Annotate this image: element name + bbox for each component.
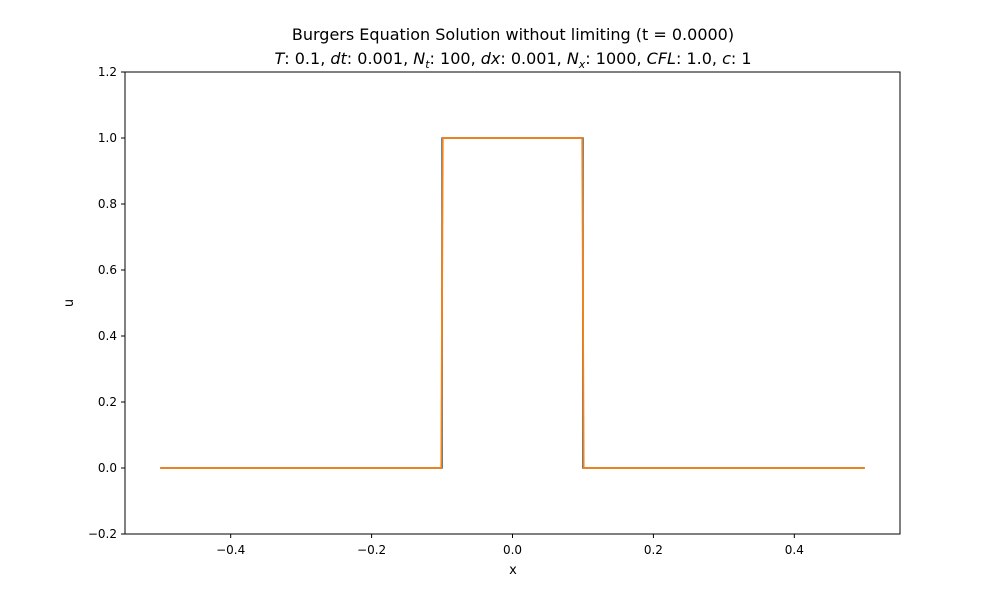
- y-tick-label: 0.8: [98, 197, 117, 211]
- subtitle-part-13: : 1.0,: [676, 49, 722, 68]
- subtitle-part-5: t: [425, 58, 430, 71]
- y-tick-label: 0.4: [98, 329, 117, 343]
- subtitle-part-8: : 0.001,: [500, 49, 566, 68]
- subtitle-part-0: T: [274, 49, 285, 68]
- x-axis-ticks: −0.4 −0.2 0.0 0.2 0.4: [216, 534, 804, 557]
- subtitle-part-15: : 1: [731, 49, 752, 68]
- x-tick-label: −0.4: [216, 543, 245, 557]
- y-tick-label: 1.0: [98, 131, 117, 145]
- chart-subtitle: T: 0.1, dt: 0.001, Nt: 100, dx: 0.001, N…: [274, 49, 751, 71]
- y-tick-label: −0.2: [88, 527, 117, 541]
- series-layer: [160, 137, 865, 469]
- subtitle-part-1: : 0.1,: [284, 49, 330, 68]
- x-tick-label: −0.2: [357, 543, 386, 557]
- y-tick-label: 0.6: [98, 263, 117, 277]
- x-tick-label: 0.4: [785, 543, 804, 557]
- subtitle-part-14: c: [722, 49, 731, 68]
- subtitle-part-4: N: [413, 49, 425, 68]
- subtitle-part-10: x: [578, 58, 586, 71]
- subtitle-part-9: N: [567, 49, 579, 68]
- series-line-1: [160, 137, 865, 469]
- series-line-0: [160, 137, 865, 469]
- x-tick-label: 0.2: [644, 543, 663, 557]
- subtitle-part-2: dt: [330, 49, 347, 68]
- y-axis-ticks: −0.2 0.0 0.2 0.4 0.6 0.8 1.0 1.2: [88, 65, 125, 541]
- chart-title: Burgers Equation Solution without limiti…: [292, 25, 734, 44]
- plot-frame: [124, 71, 901, 535]
- subtitle-part-7: dx: [481, 49, 501, 68]
- y-tick-label: 1.2: [98, 65, 117, 79]
- y-tick-label: 0.2: [98, 395, 117, 409]
- subtitle-part-3: : 0.001,: [347, 49, 413, 68]
- subtitle-part-6: : 100,: [430, 49, 481, 68]
- y-axis-label: u: [62, 299, 77, 307]
- x-tick-label: 0.0: [503, 543, 522, 557]
- subtitle-part-12: CFL: [647, 49, 676, 68]
- subtitle-part-11: : 1000,: [585, 49, 646, 68]
- x-axis-label: x: [509, 563, 517, 578]
- y-tick-label: 0.0: [98, 461, 117, 475]
